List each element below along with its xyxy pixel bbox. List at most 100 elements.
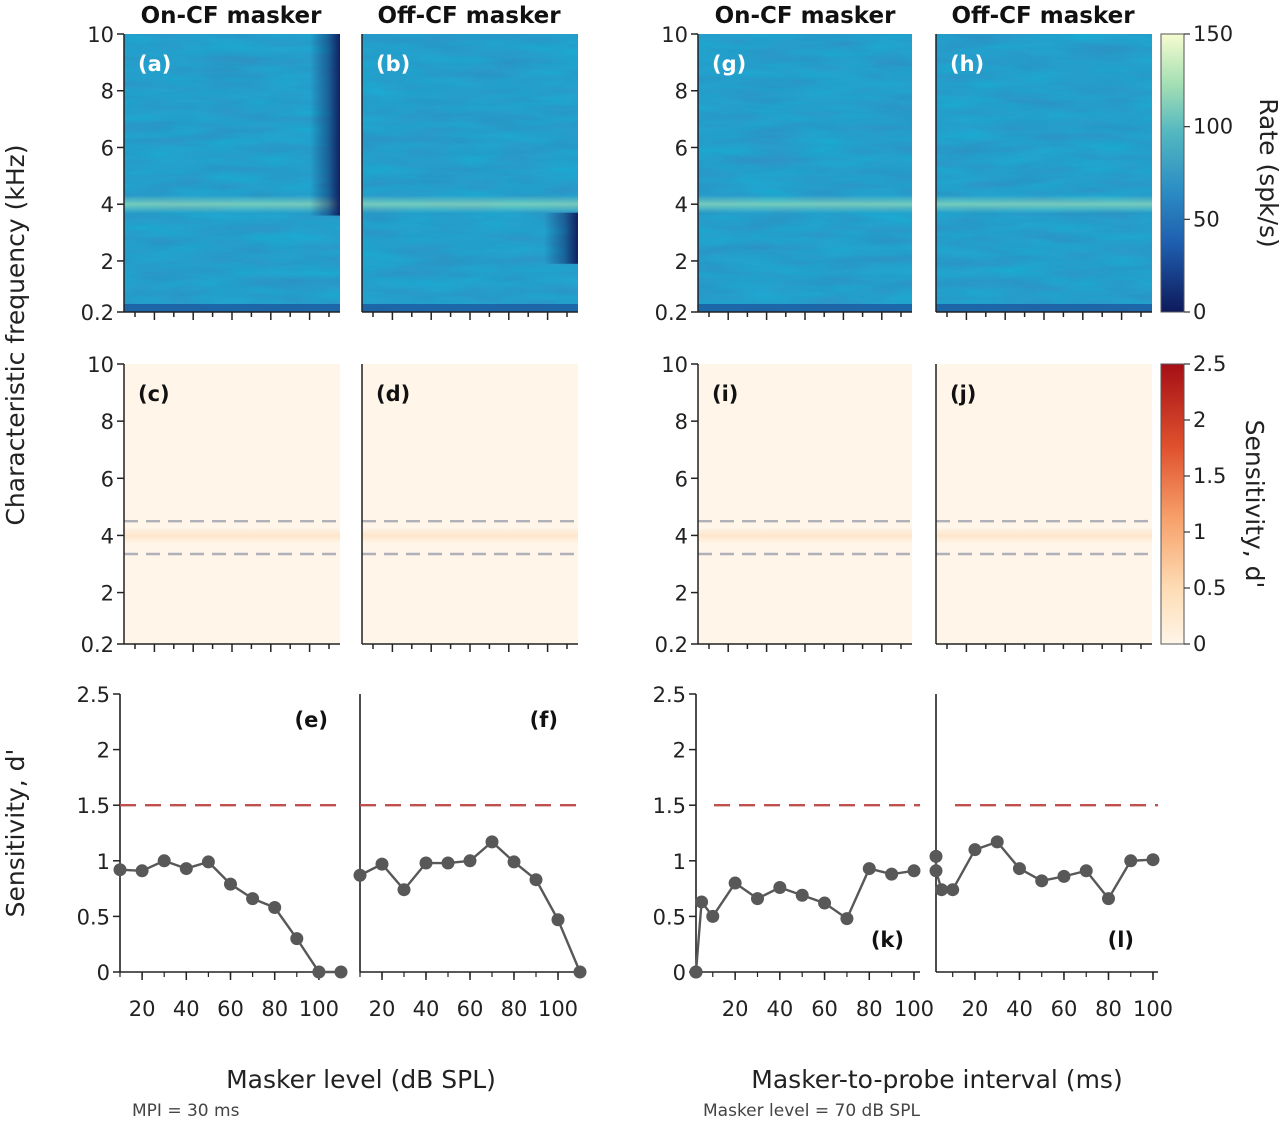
y-tick-label: 0.5	[653, 905, 686, 929]
data-point-12	[907, 864, 921, 878]
sensitivity-panel-l: 20 40 60 80 100 (l)	[929, 694, 1173, 1021]
x-tick-label: 80	[261, 997, 288, 1021]
data-point-3	[946, 883, 960, 897]
data-point-8	[1057, 869, 1071, 883]
data-point-10	[1101, 892, 1115, 906]
data-point-8	[290, 932, 304, 946]
y-tick-label: 2	[101, 250, 114, 274]
note-masker-level: Masker level = 70 dB SPL	[703, 1101, 920, 1121]
panel-label: (h)	[950, 52, 984, 76]
heatmap-panel-c: (c) 0.2 2 4 6 8 10	[81, 353, 340, 657]
y-tick-label: 10	[87, 23, 114, 47]
data-point-1	[375, 857, 389, 871]
heatmap-panel-j: (j)	[935, 364, 1152, 652]
y-tick-label: 1.5	[77, 794, 110, 818]
data-point-1	[929, 864, 943, 878]
data-point-5	[463, 854, 477, 868]
y-tick-label: 0	[97, 961, 110, 985]
colorbar-tick-label: 150	[1193, 22, 1233, 46]
heatmap-background	[936, 364, 1152, 644]
sensitivity-line	[694, 867, 915, 973]
y-tick-label: 10	[661, 23, 688, 47]
x-tick-label: 60	[217, 997, 244, 1021]
x-tick-label: 20	[129, 997, 156, 1021]
heatmap-panel-i: (i) 0.2 2 4 6 8 10	[655, 353, 912, 657]
column-title-2: Off-CF masker	[377, 3, 561, 29]
data-point-7	[795, 888, 809, 902]
y-tick-label: 2	[97, 739, 110, 763]
panel-label: (j)	[950, 382, 976, 406]
data-point-6	[1012, 862, 1026, 876]
panel-label: (i)	[712, 382, 738, 406]
data-point-9	[1079, 864, 1093, 878]
heatmap-panel-a: (a) 0.2 2 4 6 8 10	[81, 23, 340, 325]
data-point-6	[485, 835, 499, 849]
data-point-9	[551, 913, 565, 927]
y-tick-label: 0.2	[655, 301, 688, 325]
heatmap-background	[362, 364, 578, 644]
y-tick-label: 2.5	[653, 683, 686, 707]
column-title-4: Off-CF masker	[951, 3, 1135, 29]
data-point-0	[929, 849, 943, 863]
x-tick-label: 60	[1051, 997, 1078, 1021]
panel-label: (l)	[1108, 928, 1134, 952]
data-point-3	[179, 862, 193, 876]
data-point-3	[706, 909, 720, 923]
x-tick-label: 100	[299, 997, 339, 1021]
heatmap-panel-d: (d)	[361, 364, 578, 652]
data-point-7	[1035, 874, 1049, 888]
x-tick-label: 40	[413, 997, 440, 1021]
x-tick-label: 100	[538, 997, 578, 1021]
rate-colorbar-label: Rate (spk/s)	[1254, 98, 1280, 248]
sensitivity-y-axis-label: Sensitivity, d'	[1, 749, 30, 918]
cf-band	[362, 195, 578, 214]
panel-label: (g)	[712, 52, 746, 76]
panel-label: (k)	[871, 928, 904, 952]
data-point-0	[353, 868, 367, 882]
cf-band	[124, 527, 340, 544]
cf-band	[362, 527, 578, 544]
colorbar-tick-label: 0	[1193, 632, 1206, 656]
heatmap-panel-b: (b)	[361, 34, 578, 320]
panel-label: (d)	[376, 382, 410, 406]
data-point-5	[990, 835, 1004, 849]
y-tick-label: 2	[675, 250, 688, 274]
data-point-11	[885, 867, 899, 881]
y-tick-label: 8	[101, 410, 114, 434]
x-tick-label: 20	[369, 997, 396, 1021]
heatmap-background	[124, 364, 340, 644]
y-tick-label: 6	[675, 467, 688, 491]
low-cf-band	[936, 304, 1152, 312]
colorbar-tick-label: 1.5	[1193, 464, 1226, 488]
x-tick-label: 80	[501, 997, 528, 1021]
y-tick-label: 1	[97, 850, 110, 874]
colorbar-tick-label: 1	[1193, 520, 1206, 544]
data-point-4	[728, 876, 742, 890]
panel-label: (a)	[138, 52, 171, 76]
y-tick-label: 4	[675, 524, 688, 548]
cf-band	[698, 527, 912, 544]
heatmap-texture-2	[936, 34, 1152, 312]
low-cf-band	[698, 304, 912, 312]
x-tick-label: 20	[722, 997, 749, 1021]
panel-label: (f)	[530, 708, 558, 732]
data-point-10	[334, 965, 348, 979]
data-point-11	[1124, 854, 1138, 868]
rate-colorbar	[1160, 33, 1185, 313]
sensitivity-panel-k: 0 0.5 1 1.5 2 2.5 20 40 60 80 100 (k)	[653, 683, 934, 1021]
colorbar-tick-label: 2.5	[1193, 352, 1226, 376]
cf-band	[698, 195, 912, 214]
data-point-8	[818, 896, 832, 910]
data-point-2	[695, 895, 709, 909]
y-tick-label: 0.5	[77, 905, 110, 929]
sensitivity-panel-f: 20 40 60 80 100 (f)	[353, 694, 587, 1021]
masker-suppression	[310, 34, 340, 216]
data-point-4	[968, 843, 982, 857]
y-tick-label: 1.5	[653, 794, 686, 818]
panel-label: (e)	[295, 708, 328, 732]
x-tick-label: 60	[811, 997, 838, 1021]
y-tick-label: 1	[673, 850, 686, 874]
colorbar-tick-label: 2	[1193, 408, 1206, 432]
low-cf-band	[362, 304, 578, 312]
